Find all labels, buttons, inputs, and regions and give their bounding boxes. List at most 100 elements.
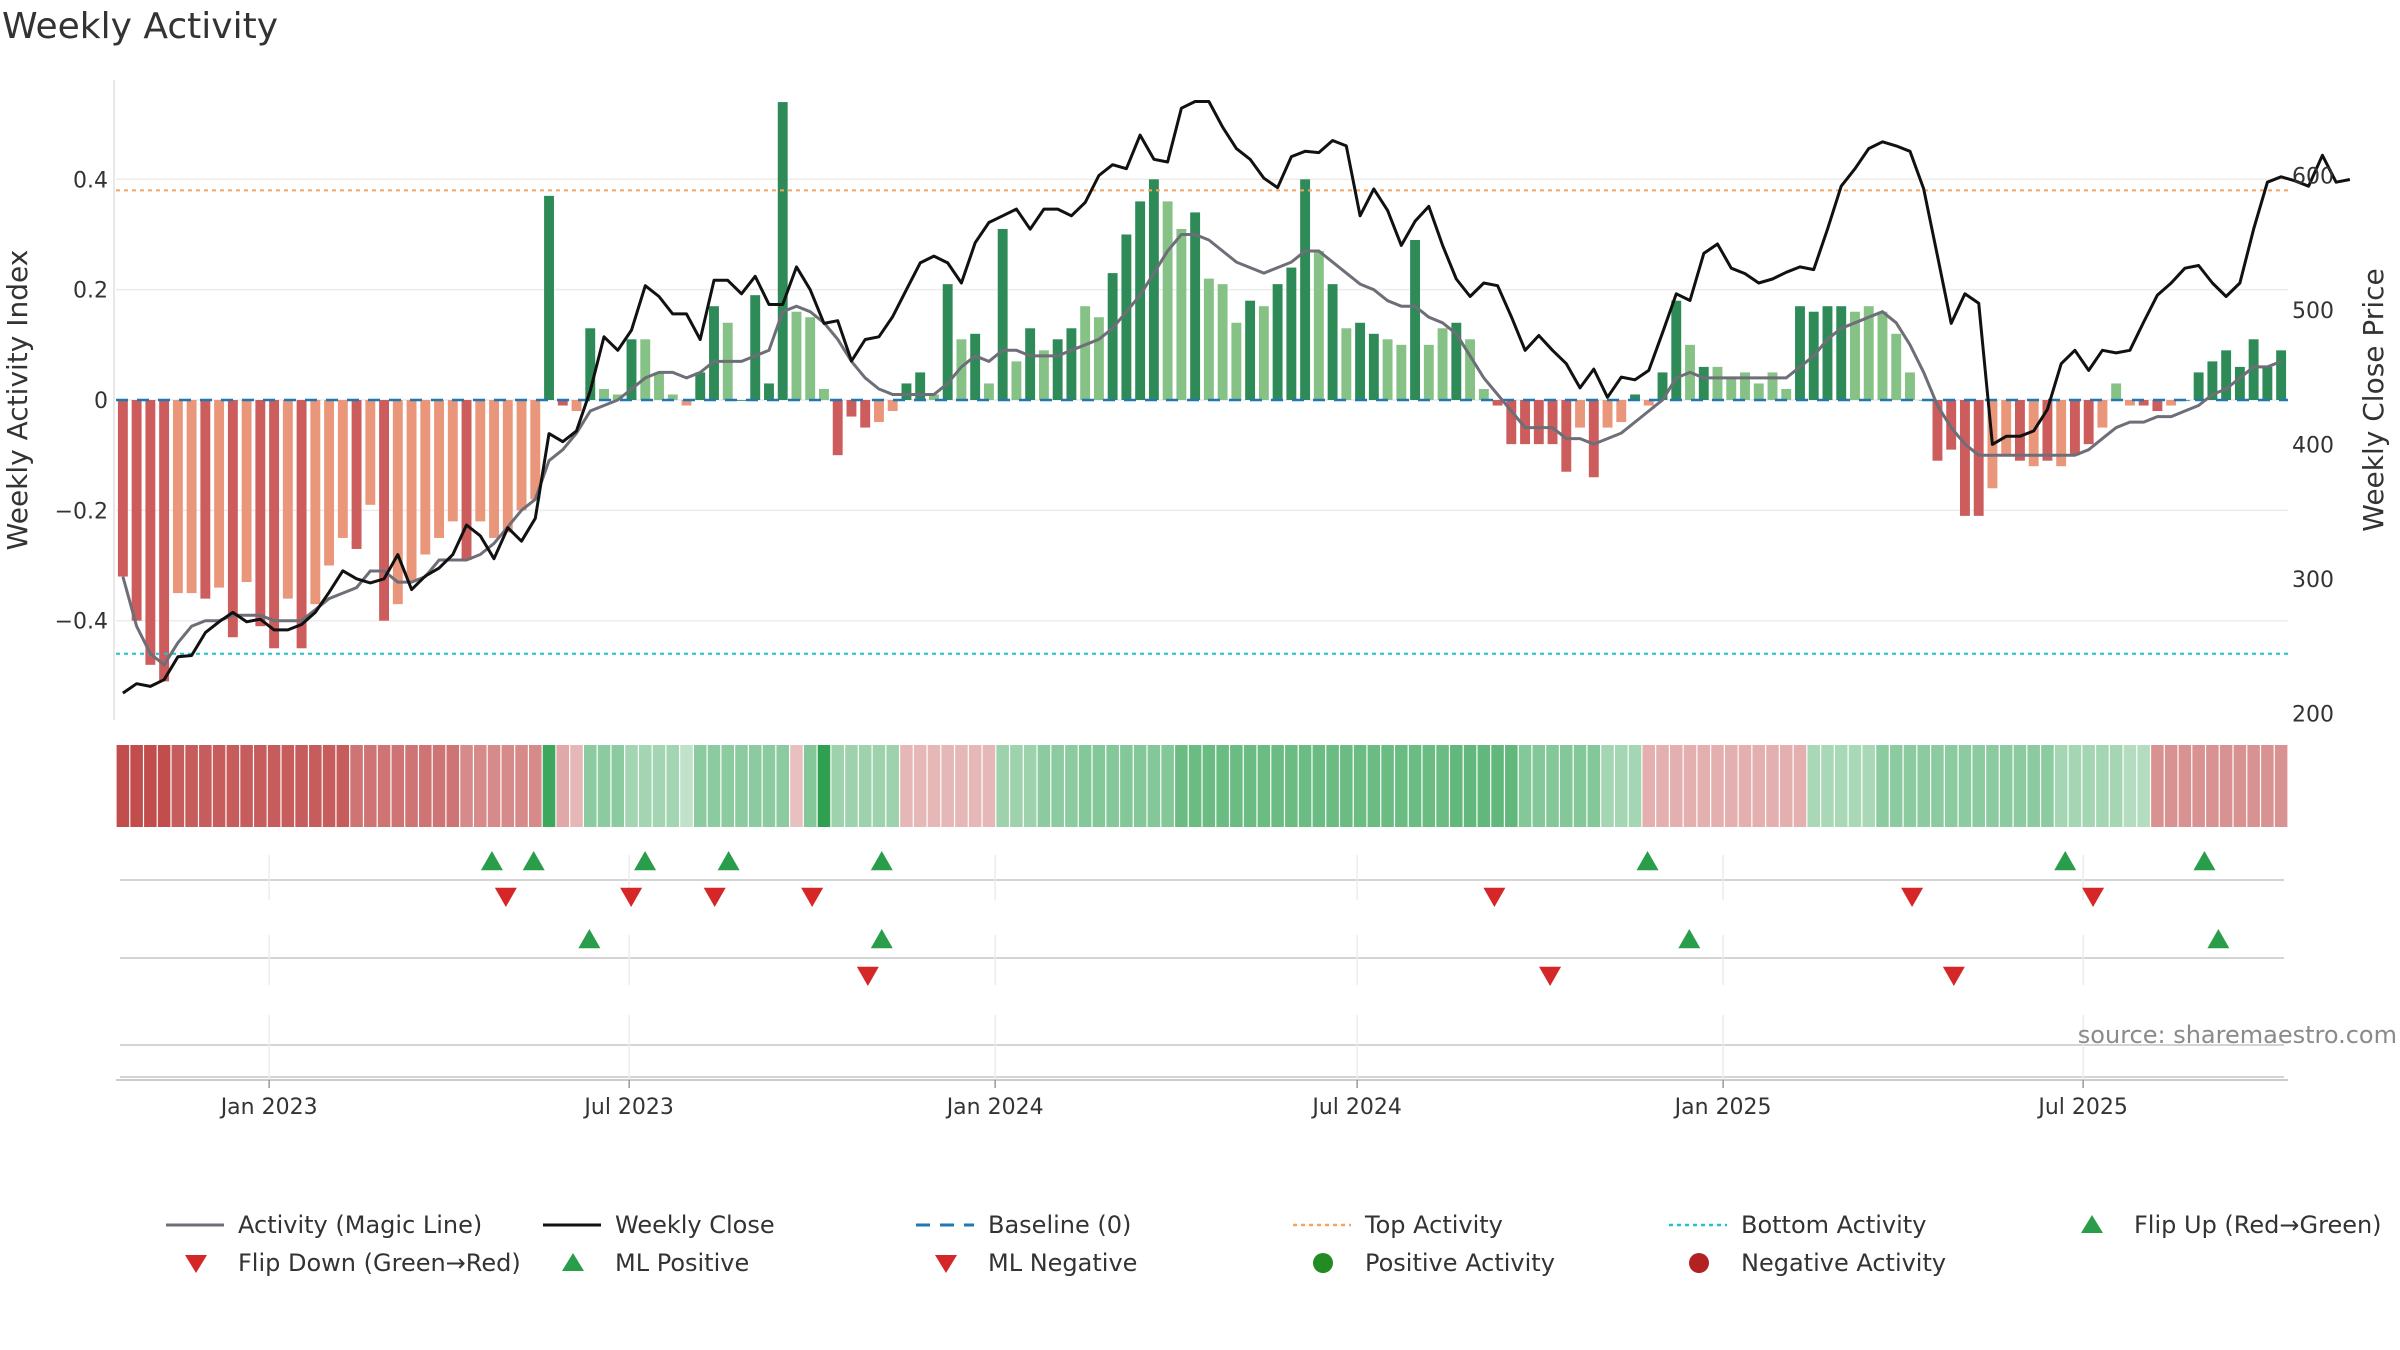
heatmap-cell xyxy=(474,745,487,827)
activity-bar xyxy=(2262,366,2273,400)
activity-bar xyxy=(1671,300,1682,400)
legend-entry: Activity (Magic Line) xyxy=(166,1211,482,1239)
flip-down-marker xyxy=(2082,887,2105,907)
heatmap-cell xyxy=(1560,745,1573,827)
heatmap-cell xyxy=(762,745,776,827)
heatmap-cell xyxy=(2178,745,2192,827)
y-axis-label: Weekly Activity Index xyxy=(1,250,34,551)
activity-bar xyxy=(2193,372,2204,400)
activity-bar xyxy=(1726,377,1737,400)
heatmap-cell xyxy=(1216,745,1229,827)
legend-label: Negative Activity xyxy=(1741,1249,1946,1277)
activity-bar xyxy=(956,339,967,400)
legend-label: ML Negative xyxy=(988,1249,1137,1277)
heatmap-cell xyxy=(1188,745,1202,827)
heatmap-cell xyxy=(1807,745,1821,827)
heatmap-cell xyxy=(611,745,625,827)
activity-bar xyxy=(1657,372,1668,400)
activity-bar xyxy=(1740,372,1750,400)
heatmap-cell xyxy=(2192,745,2205,827)
legend-entry: Flip Up (Red→Green) xyxy=(2081,1211,2382,1239)
y-tick-label: 0.2 xyxy=(73,279,108,304)
heatmap-cell xyxy=(638,745,652,827)
activity-bar xyxy=(2234,366,2245,400)
heatmap-cell xyxy=(1766,745,1779,827)
activity-bar xyxy=(846,400,857,417)
activity-bar xyxy=(186,400,197,594)
heatmap-cell xyxy=(2206,745,2219,827)
legend: Activity (Magic Line) Weekly Close Baselin… xyxy=(166,1211,2382,1277)
activity-bar xyxy=(1382,339,1393,400)
activity-bar xyxy=(1781,388,1792,400)
heatmap-cell xyxy=(1106,745,1119,827)
heatmap-cell xyxy=(1889,745,1903,827)
heatmap-cell xyxy=(1958,745,1972,827)
activity-bar xyxy=(1520,400,1530,445)
heatmap-cell xyxy=(1834,745,1848,827)
heatmap-cell xyxy=(2274,745,2288,827)
activity-bar xyxy=(970,333,981,400)
legend-key xyxy=(562,1253,584,1271)
activity-heatmap xyxy=(116,745,2288,827)
heatmap-cell xyxy=(693,745,707,827)
heatmap-cell xyxy=(1931,745,1944,827)
heatmap-cell xyxy=(1642,745,1656,827)
heatmap-cell xyxy=(144,745,157,827)
activity-bar xyxy=(269,400,280,649)
heatmap-cell xyxy=(790,745,803,827)
y-tick-label: −0.2 xyxy=(55,499,108,524)
activity-bar xyxy=(1850,311,1860,400)
activity-bar xyxy=(296,400,307,649)
heatmap-cell xyxy=(872,745,886,827)
heatmap-cell xyxy=(583,745,597,827)
activity-bar xyxy=(2111,383,2122,400)
activity-bar xyxy=(874,400,884,423)
activity-bar xyxy=(1313,251,1324,400)
heatmap-cell xyxy=(1312,745,1326,827)
legend-entry: Positive Activity xyxy=(1313,1249,1555,1277)
activity-bar xyxy=(1451,322,1462,400)
activity-bar xyxy=(1107,273,1118,400)
heatmap-cell xyxy=(171,745,185,827)
legend-entry: Top Activity xyxy=(1293,1211,1503,1239)
heatmap-cell xyxy=(1257,745,1271,827)
heatmap-cell xyxy=(652,745,666,827)
heatmap-cell xyxy=(776,745,789,827)
y2-tick-label: 300 xyxy=(2292,568,2334,593)
activity-bar xyxy=(681,400,692,406)
heatmap-cell xyxy=(1862,745,1875,827)
activity-bar xyxy=(227,400,238,638)
activity-bar xyxy=(557,400,568,406)
x-tick-label: Jan 2023 xyxy=(219,1095,318,1120)
activity-bar xyxy=(1437,328,1448,400)
activity-bar xyxy=(1052,339,1063,400)
activity-bar xyxy=(1932,400,1943,461)
activity-bar xyxy=(1575,400,1585,428)
activity-bar xyxy=(1891,333,1902,400)
activity-bar xyxy=(2138,400,2149,406)
heatmap-cell xyxy=(1697,745,1711,827)
activity-bar xyxy=(654,372,664,400)
activity-bar xyxy=(2152,400,2163,412)
activity-bar xyxy=(1286,267,1297,400)
heatmap-cell xyxy=(1546,745,1559,827)
ml-negative-marker xyxy=(1539,966,1562,986)
activity-bar xyxy=(1767,372,1778,400)
heatmap-cell xyxy=(1230,745,1243,827)
heatmap-cell xyxy=(982,745,996,827)
activity-bar xyxy=(2221,350,2232,400)
heatmap-cell xyxy=(1917,745,1930,827)
weekly-close-line xyxy=(122,100,2351,695)
activity-bar xyxy=(489,400,499,538)
activity-bar xyxy=(1203,278,1214,400)
activity-bar xyxy=(1011,361,1022,400)
legend-label: Activity (Magic Line) xyxy=(238,1211,482,1239)
activity-bar xyxy=(1231,322,1242,400)
activity-bar xyxy=(516,400,527,511)
heatmap-cell xyxy=(1669,745,1683,827)
heatmap-cell xyxy=(1243,745,1257,827)
activity-bar xyxy=(1905,372,1915,400)
activity-bar xyxy=(530,400,541,500)
activity-bar xyxy=(1478,388,1489,400)
heatmap-cell xyxy=(1340,745,1353,827)
